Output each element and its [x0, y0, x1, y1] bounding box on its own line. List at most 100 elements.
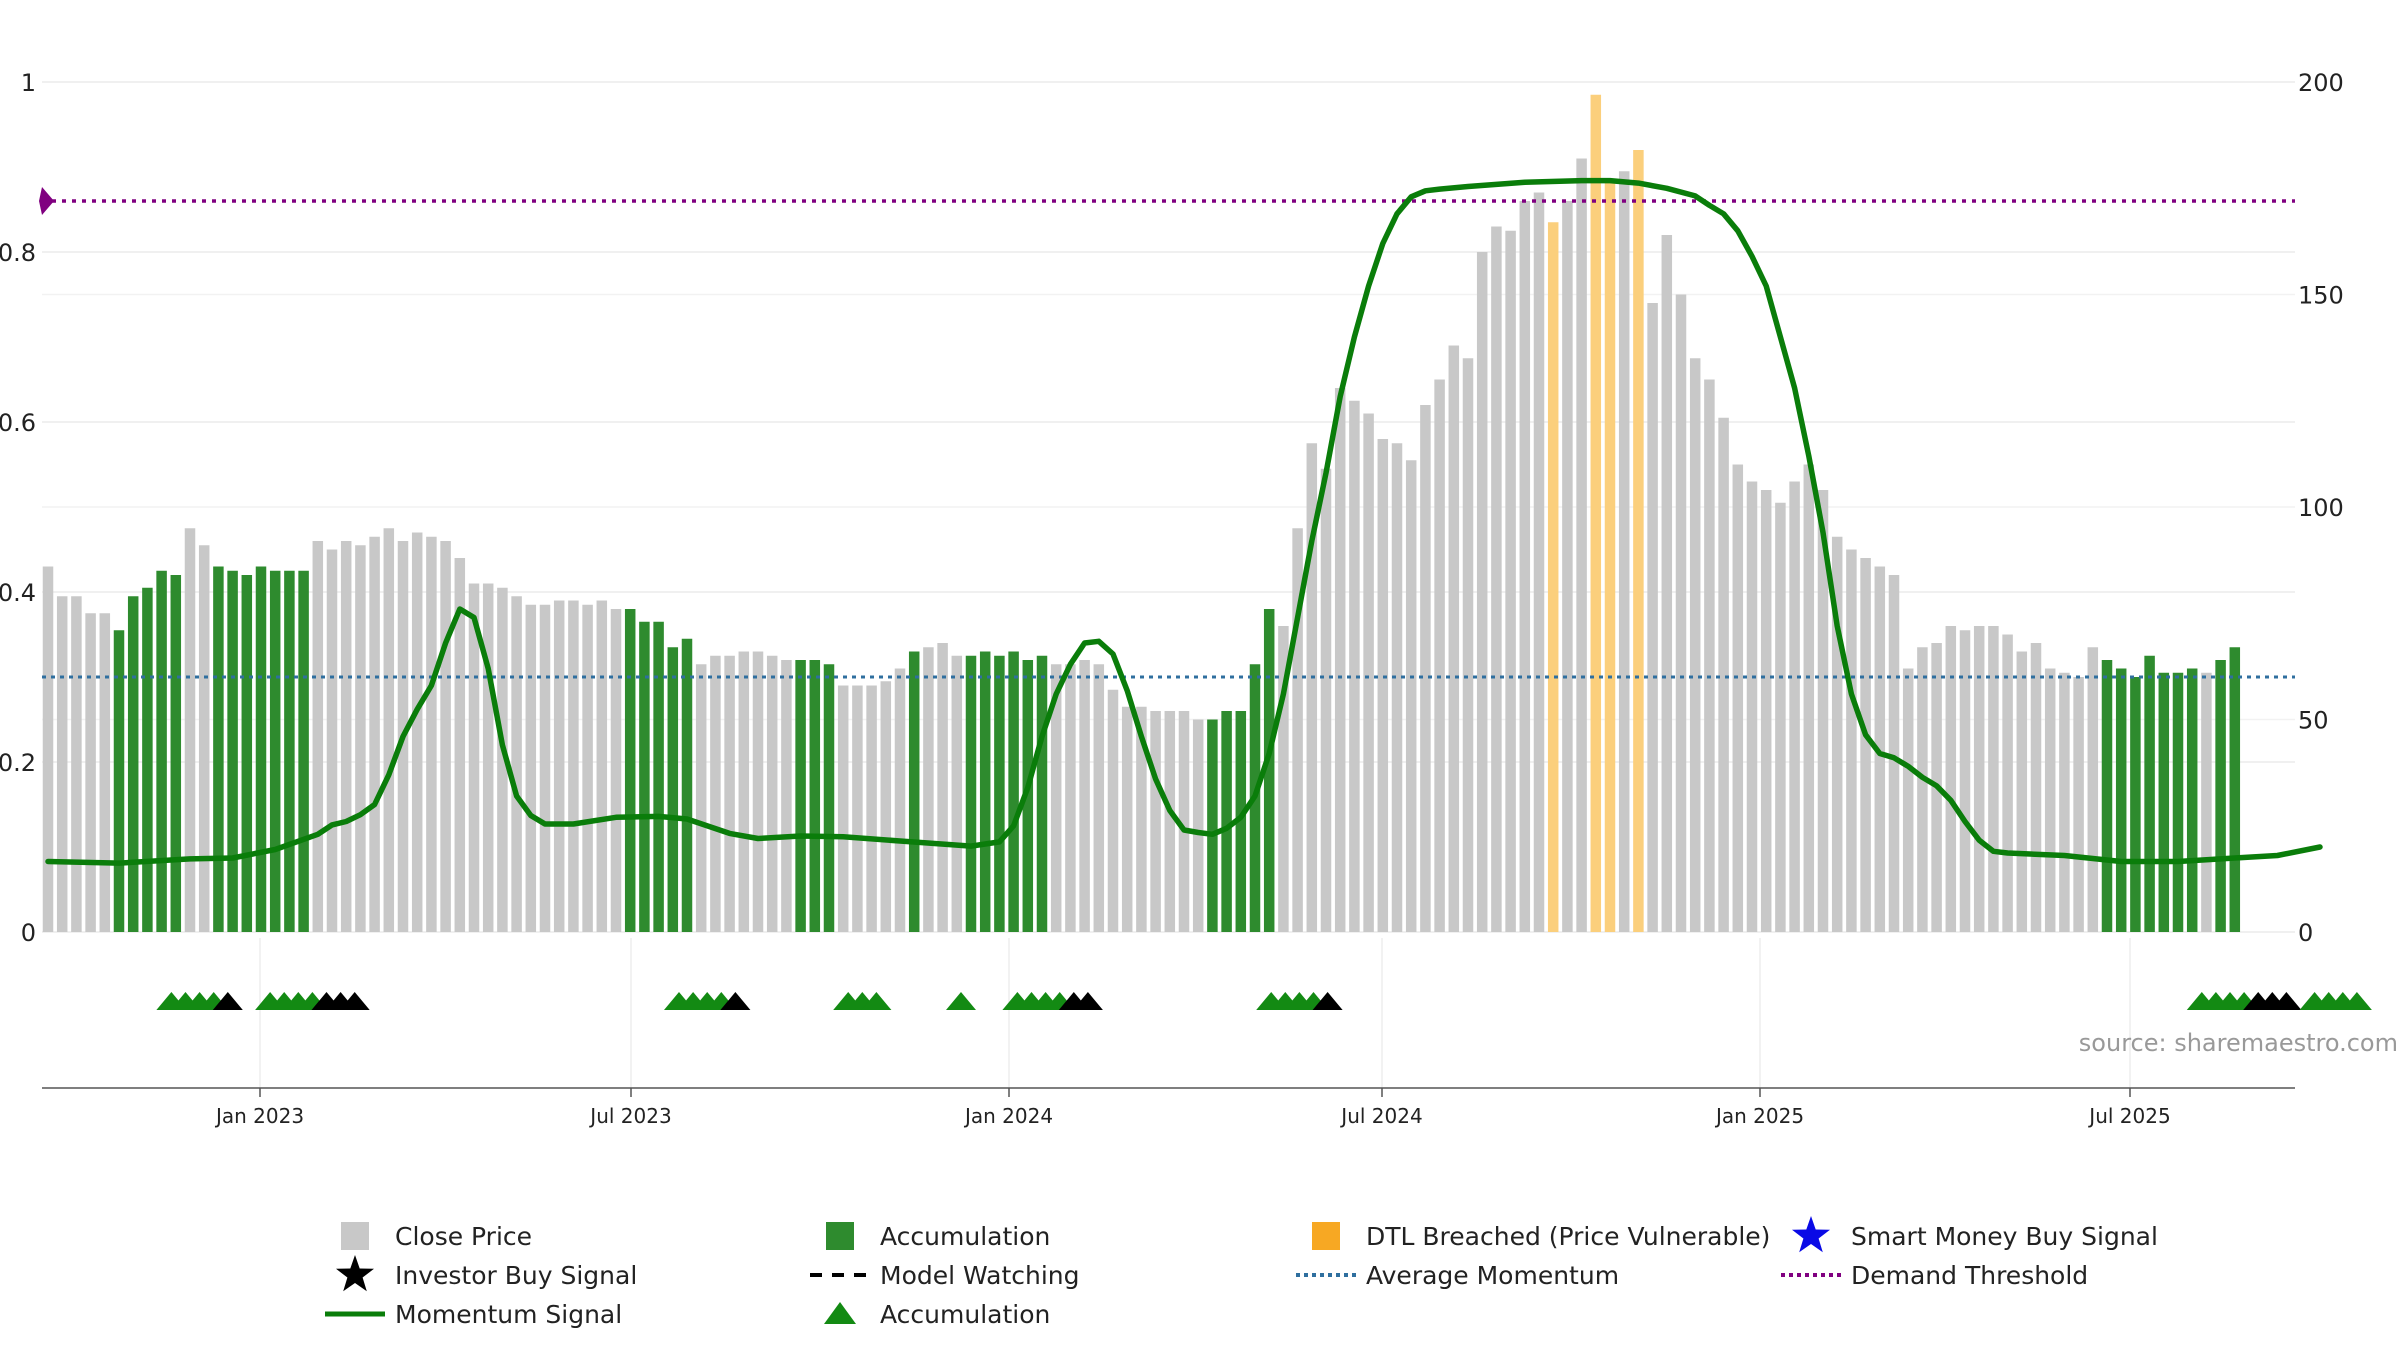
gridlines [42, 81, 2295, 1088]
right-tick-label: 200 [2298, 69, 2344, 97]
close-price-bar [1448, 345, 1460, 932]
accumulation-bar [1263, 609, 1275, 932]
close-price-bar [440, 541, 451, 932]
investor-signal-triangle [212, 992, 243, 1010]
close-price-bar [1675, 294, 1687, 932]
investor-signal-triangle [1312, 992, 1343, 1010]
close-price-bar [1306, 443, 1318, 932]
close-price-bar [1050, 664, 1062, 932]
close-price-bar [1349, 400, 1360, 932]
blue-star-icon [1792, 1216, 1830, 1253]
accumulation-bar [2130, 677, 2141, 932]
accumulation-bar [1022, 660, 1034, 932]
close-price-bar [1434, 379, 1445, 932]
close-price-bar [1533, 192, 1545, 932]
accumulation-bar [979, 651, 991, 932]
close-price-bar [738, 651, 750, 932]
legend-item: Accumulation [826, 1222, 1050, 1251]
close-price-bar [1405, 460, 1417, 932]
x-tick-label: Jul 2024 [1339, 1104, 1422, 1128]
x-tick-label: Jul 2025 [2087, 1104, 2170, 1128]
accumulation-triangle [861, 992, 892, 1010]
close-price-bar [184, 528, 196, 932]
close-price-bar [1079, 660, 1090, 932]
close-price-bar [1420, 405, 1431, 932]
accumulation-bar [681, 638, 693, 932]
close-price-bar [724, 655, 735, 932]
dtl-breached-bar [1547, 222, 1559, 932]
left-tick-label: 0.4 [0, 579, 36, 607]
close-price-bar [1732, 464, 1744, 932]
left-axis: 1 0.8 0.6 0.4 0.2 0 [0, 69, 36, 947]
dtl-breached-bar [1604, 179, 1616, 932]
accumulation-bar [667, 647, 679, 932]
right-tick-label: 100 [2298, 494, 2344, 522]
close-price-bar [695, 664, 707, 932]
close-price-bar [1860, 558, 1871, 932]
x-tick-label: Jan 2024 [963, 1104, 1053, 1128]
accumulation-bar [213, 566, 224, 932]
close-price-bar [426, 536, 437, 932]
orange-square-icon [1312, 1222, 1340, 1250]
close-price-bar [56, 596, 68, 932]
close-price-bar [2016, 651, 2028, 932]
close-price-bar [85, 613, 96, 932]
legend-label: Accumulation [880, 1300, 1050, 1329]
accumulation-bar [2215, 660, 2226, 932]
accumulation-triangles [156, 992, 2372, 1010]
black-star-icon [336, 1255, 374, 1292]
close-price-bar [1988, 626, 1999, 932]
close-price-bar [1959, 630, 1971, 932]
x-axis: Jan 2023 Jul 2023 Jan 2024 Jul 2024 Jan 2025… [42, 1087, 2295, 1128]
legend-label: Average Momentum [1366, 1261, 1619, 1290]
legend-item: Model Watching [810, 1261, 1080, 1290]
close-price-bar [1093, 664, 1105, 932]
close-price-bar [710, 655, 721, 932]
left-tick-label: 0 [21, 919, 36, 947]
close-price-bar [1462, 358, 1474, 932]
accumulation-bar [142, 587, 153, 932]
accumulation-bar [908, 651, 920, 932]
accumulation-bar [1036, 655, 1048, 932]
close-price-bar [2030, 643, 2042, 932]
close-price-bar [1334, 388, 1346, 932]
accumulation-bar [809, 660, 821, 932]
close-price-bar [2073, 677, 2084, 932]
close-price-bar [355, 545, 366, 932]
legend-item: Close Price [341, 1222, 532, 1251]
investor-signal-triangle [1072, 992, 1103, 1010]
close-price-bar [468, 583, 480, 932]
close-price-bar [1377, 439, 1389, 932]
source-label: source: sharemaestro.com [2079, 1029, 2398, 1057]
close-price-bar [454, 558, 466, 932]
gray-square-icon [341, 1222, 369, 1250]
close-price-bar [1661, 235, 1673, 932]
close-price-bar [1178, 711, 1190, 932]
close-price-bar [1363, 413, 1374, 932]
close-price-bar [781, 660, 792, 932]
close-price-bar [71, 596, 82, 932]
close-price-bar [539, 604, 551, 932]
close-price-bar [42, 566, 54, 932]
close-price-bar [369, 536, 380, 932]
accumulation-bar [269, 570, 281, 932]
close-price-bar [198, 545, 210, 932]
accumulation-bar [2172, 672, 2184, 932]
close-price-bar [1107, 689, 1119, 932]
right-tick-label: 50 [2298, 707, 2329, 735]
demand-threshold-marker [39, 187, 54, 215]
close-price-bar [1689, 358, 1701, 932]
investor-signal-triangle [339, 992, 370, 1010]
accumulation-bar [2144, 655, 2155, 932]
close-price-bar [1164, 711, 1176, 932]
close-price-bar [1320, 468, 1332, 932]
reference-lines [39, 187, 2295, 679]
accumulation-bar [255, 566, 267, 932]
accumulation-bar [2229, 647, 2241, 932]
accumulation-bar [227, 570, 238, 932]
close-price-bar [1121, 706, 1133, 932]
x-tick-label: Jan 2023 [214, 1104, 304, 1128]
accumulation-bar [284, 570, 295, 932]
green-square-icon [826, 1222, 854, 1250]
